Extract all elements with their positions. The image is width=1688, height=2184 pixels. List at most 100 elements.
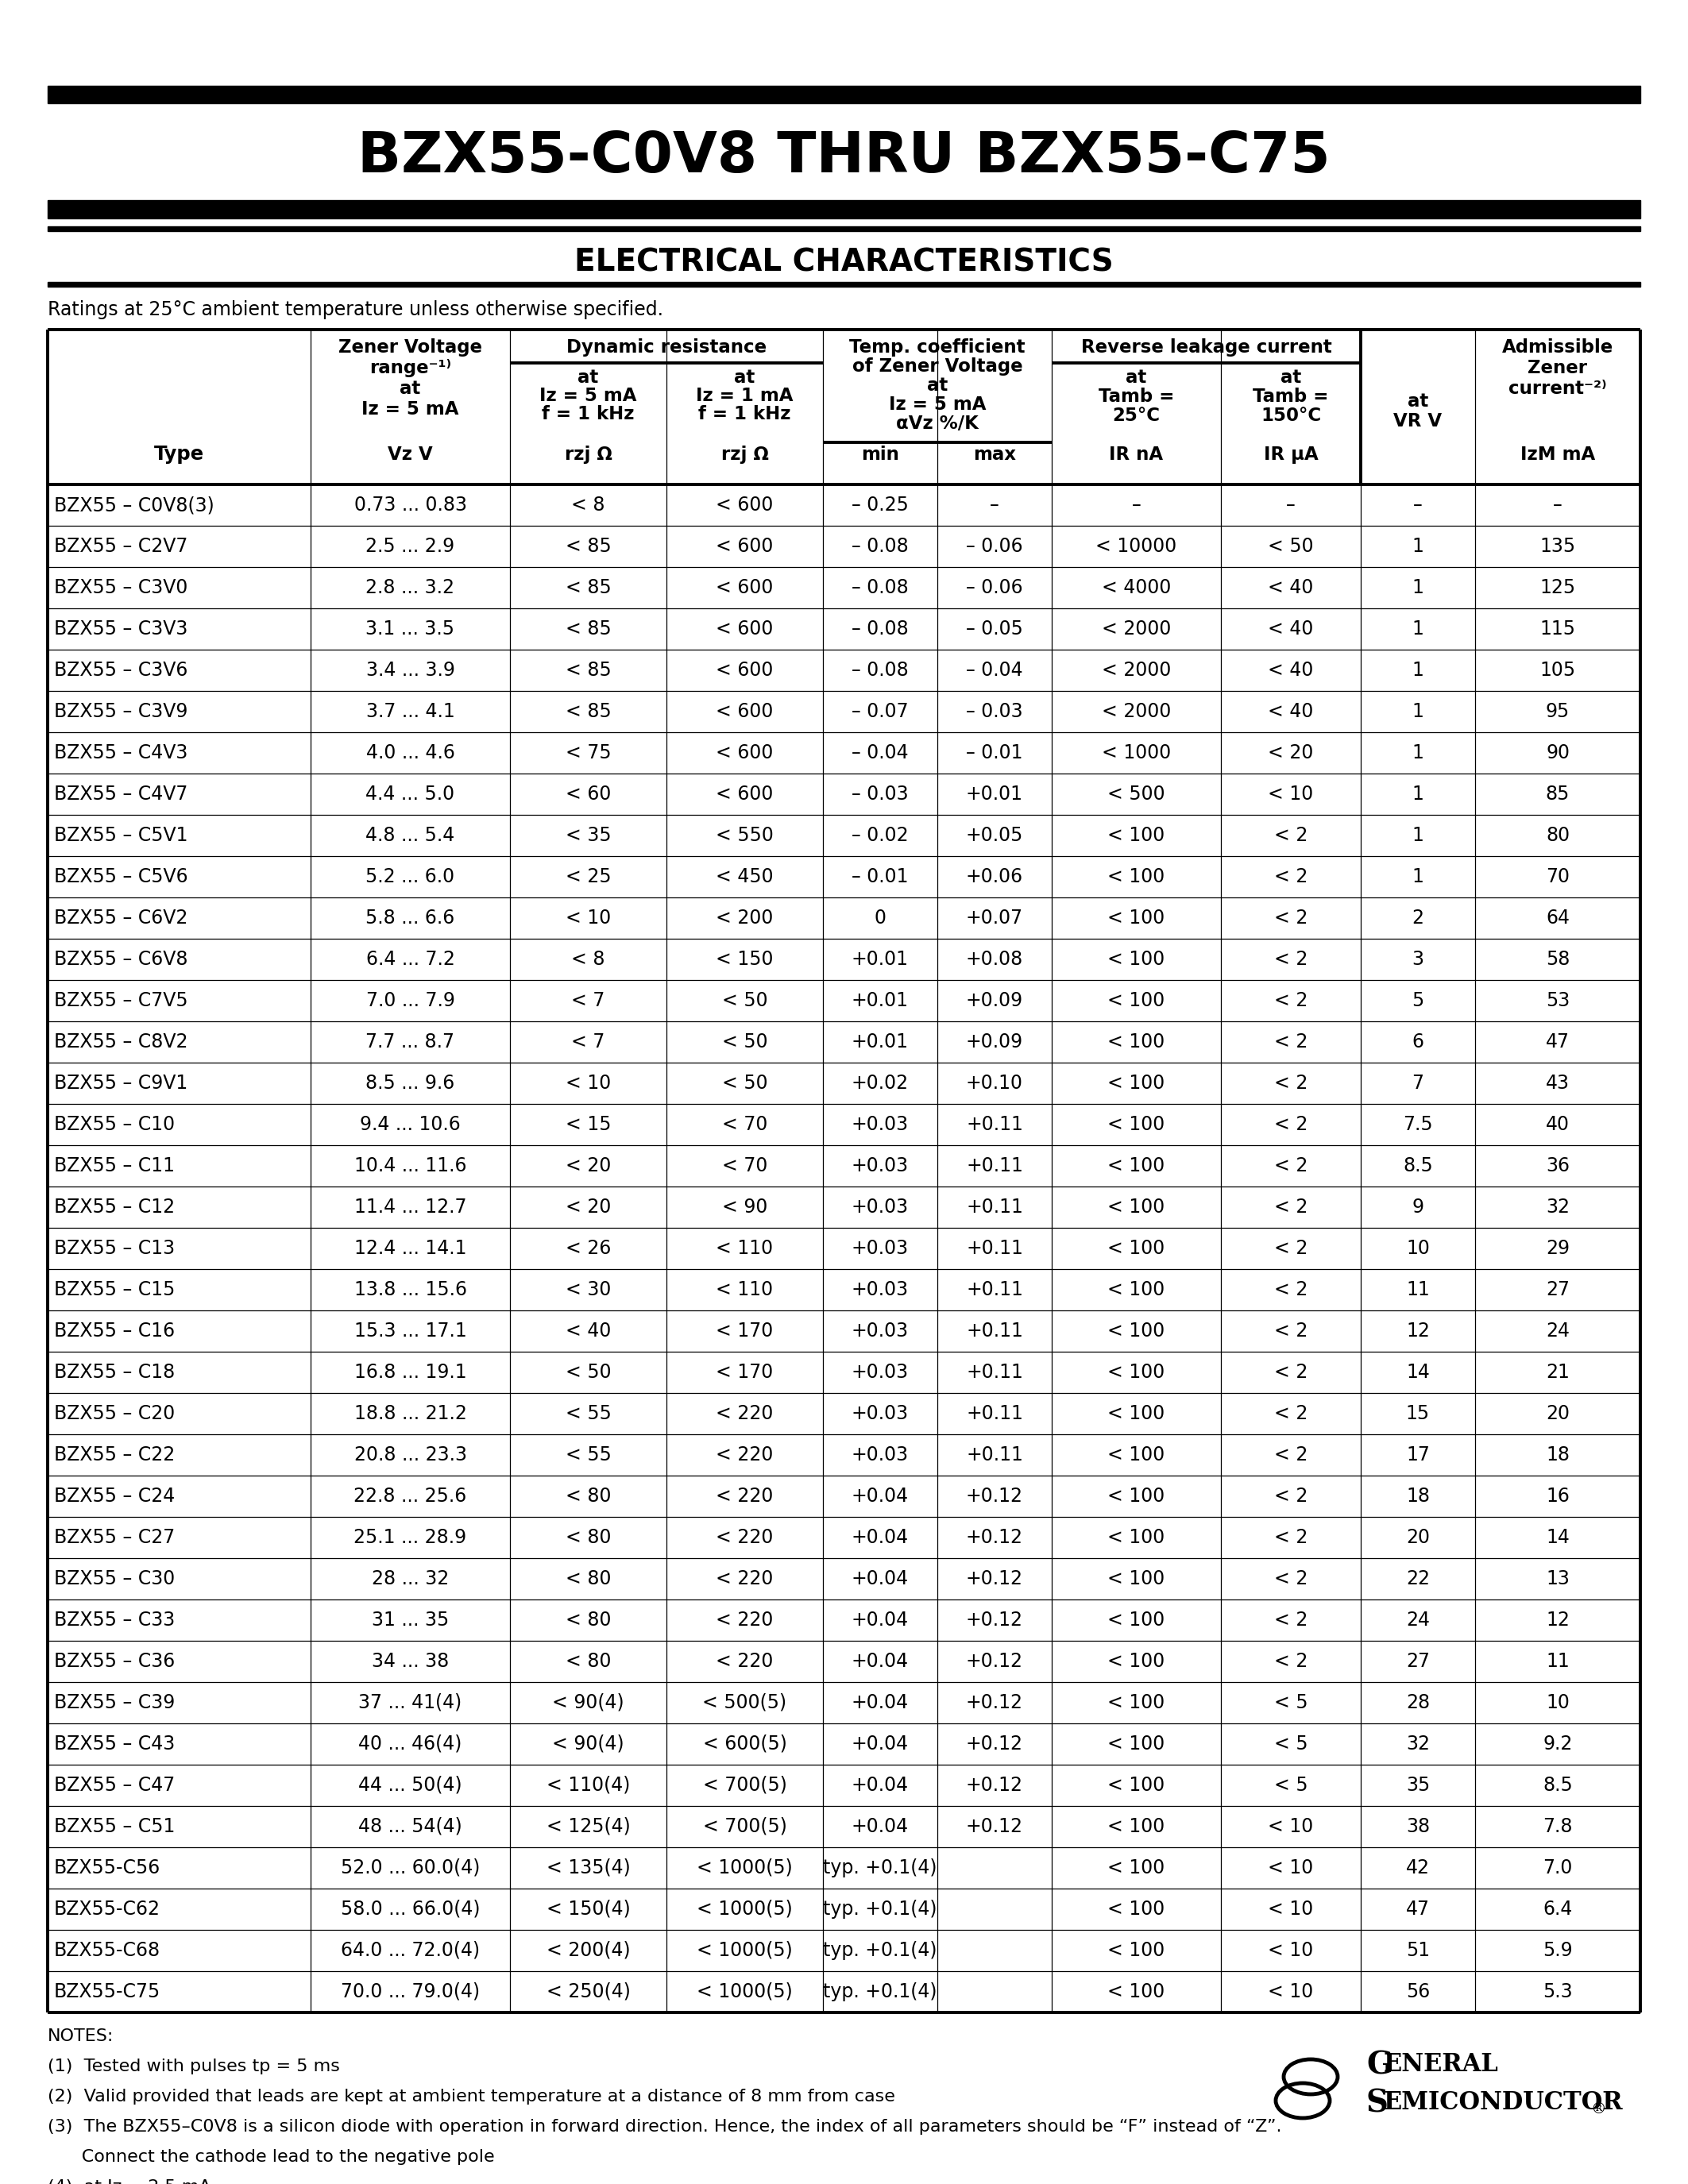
Text: +0.04: +0.04 <box>851 1529 908 1546</box>
Text: < 50: < 50 <box>722 1033 768 1051</box>
Text: at: at <box>1126 369 1146 387</box>
Text: BZX55 – C33: BZX55 – C33 <box>54 1610 176 1629</box>
Text: < 100: < 100 <box>1107 1942 1165 1959</box>
Text: 0: 0 <box>874 909 886 928</box>
Text: 150°C: 150°C <box>1261 406 1322 424</box>
Text: < 135(4): < 135(4) <box>547 1859 630 1878</box>
Text: < 100: < 100 <box>1107 1238 1165 1258</box>
Text: BZX55 – C8V2: BZX55 – C8V2 <box>54 1033 187 1051</box>
Text: < 1000: < 1000 <box>1102 743 1171 762</box>
Text: < 2: < 2 <box>1274 1280 1308 1299</box>
Text: 32: 32 <box>1546 1197 1570 1216</box>
Text: BZX55 – C15: BZX55 – C15 <box>54 1280 176 1299</box>
Text: 11.4 ... 12.7: 11.4 ... 12.7 <box>354 1197 466 1216</box>
Text: min: min <box>861 446 900 463</box>
Text: +0.11: +0.11 <box>966 1321 1023 1341</box>
Text: – 0.05: – 0.05 <box>966 620 1023 638</box>
Text: < 50: < 50 <box>722 992 768 1011</box>
Text: < 2: < 2 <box>1274 1321 1308 1341</box>
Text: < 110: < 110 <box>716 1280 773 1299</box>
Text: –: – <box>1286 496 1295 515</box>
Text: 9.4 ... 10.6: 9.4 ... 10.6 <box>360 1116 461 1133</box>
Text: Tamb =: Tamb = <box>1252 387 1328 406</box>
Text: +0.11: +0.11 <box>966 1280 1023 1299</box>
Text: 5.8 ... 6.6: 5.8 ... 6.6 <box>366 909 454 928</box>
Text: –: – <box>1131 496 1141 515</box>
Text: < 600: < 600 <box>716 701 773 721</box>
Text: BZX55 – C24: BZX55 – C24 <box>54 1487 176 1505</box>
Text: +0.04: +0.04 <box>851 1817 908 1837</box>
Text: < 100: < 100 <box>1107 1817 1165 1837</box>
Text: 15.3 ... 17.1: 15.3 ... 17.1 <box>354 1321 466 1341</box>
Text: 2.5 ... 2.9: 2.5 ... 2.9 <box>366 537 454 557</box>
Text: < 200: < 200 <box>716 909 773 928</box>
Text: 17: 17 <box>1406 1446 1430 1465</box>
Text: 125: 125 <box>1539 579 1575 596</box>
Text: 36: 36 <box>1546 1155 1570 1175</box>
Text: +0.04: +0.04 <box>851 1734 908 1754</box>
Text: +0.12: +0.12 <box>966 1487 1023 1505</box>
Text: BZX55 – C39: BZX55 – C39 <box>54 1693 176 1712</box>
Text: 25.1 ... 28.9: 25.1 ... 28.9 <box>354 1529 466 1546</box>
Text: f = 1 kHz: f = 1 kHz <box>542 404 635 424</box>
Text: < 5: < 5 <box>1274 1776 1308 1795</box>
Text: BZX55 – C10: BZX55 – C10 <box>54 1116 176 1133</box>
Text: < 220: < 220 <box>716 1529 773 1546</box>
Text: BZX55 – C51: BZX55 – C51 <box>54 1817 176 1837</box>
Text: +0.11: +0.11 <box>966 1446 1023 1465</box>
Text: 3.4 ... 3.9: 3.4 ... 3.9 <box>366 662 454 679</box>
Text: 7.0: 7.0 <box>1543 1859 1573 1878</box>
Text: < 10: < 10 <box>565 1075 611 1092</box>
Text: 85: 85 <box>1546 784 1570 804</box>
Text: < 10: < 10 <box>1268 784 1313 804</box>
Text: < 55: < 55 <box>565 1404 611 1424</box>
Text: BZX55-C0V8 THRU BZX55-C75: BZX55-C0V8 THRU BZX55-C75 <box>358 129 1330 183</box>
Text: EMICONDUCTOR: EMICONDUCTOR <box>1384 2090 1624 2116</box>
Text: < 55: < 55 <box>565 1446 611 1465</box>
Text: – 0.08: – 0.08 <box>852 579 908 596</box>
Text: BZX55 – C6V2: BZX55 – C6V2 <box>54 909 187 928</box>
Text: Tamb =: Tamb = <box>1099 387 1175 406</box>
Text: BZX55 – C0V8(3): BZX55 – C0V8(3) <box>54 496 214 515</box>
Text: 28: 28 <box>1406 1693 1430 1712</box>
Text: < 60: < 60 <box>565 784 611 804</box>
Text: < 40: < 40 <box>1268 620 1313 638</box>
Text: – 0.03: – 0.03 <box>966 701 1023 721</box>
Text: BZX55 – C4V7: BZX55 – C4V7 <box>54 784 187 804</box>
Text: 12: 12 <box>1546 1610 1570 1629</box>
Text: < 20: < 20 <box>1268 743 1313 762</box>
Text: BZX55 – C11: BZX55 – C11 <box>54 1155 176 1175</box>
Text: < 2: < 2 <box>1274 1446 1308 1465</box>
Text: –: – <box>1413 496 1423 515</box>
Text: IR μA: IR μA <box>1264 446 1318 463</box>
Text: at: at <box>927 376 947 395</box>
Text: BZX55 – C30: BZX55 – C30 <box>54 1570 176 1588</box>
Text: 47: 47 <box>1546 1033 1570 1051</box>
Text: – 0.07: – 0.07 <box>852 701 908 721</box>
Text: < 80: < 80 <box>565 1529 611 1546</box>
Text: Iz = 5 mA: Iz = 5 mA <box>540 387 636 404</box>
Text: BZX55 – C2V7: BZX55 – C2V7 <box>54 537 187 557</box>
Text: < 10: < 10 <box>1268 1900 1313 1920</box>
Text: +0.09: +0.09 <box>966 1033 1023 1051</box>
Text: – 0.04: – 0.04 <box>966 662 1023 679</box>
Text: < 220: < 220 <box>716 1446 773 1465</box>
Text: +0.01: +0.01 <box>851 1033 908 1051</box>
Text: +0.01: +0.01 <box>966 784 1023 804</box>
Text: Zener: Zener <box>1528 358 1587 378</box>
Text: 4.4 ... 5.0: 4.4 ... 5.0 <box>366 784 454 804</box>
Text: < 90(4): < 90(4) <box>552 1693 625 1712</box>
Text: 6: 6 <box>1411 1033 1425 1051</box>
Text: < 220: < 220 <box>716 1404 773 1424</box>
Text: < 500(5): < 500(5) <box>702 1693 787 1712</box>
Text: VR V: VR V <box>1394 413 1442 430</box>
Text: +0.09: +0.09 <box>966 992 1023 1011</box>
Text: < 2: < 2 <box>1274 1238 1308 1258</box>
Text: 12.4 ... 14.1: 12.4 ... 14.1 <box>354 1238 466 1258</box>
Text: < 10: < 10 <box>1268 1983 1313 2001</box>
Text: < 1000(5): < 1000(5) <box>697 1942 793 1959</box>
Text: < 10: < 10 <box>1268 1817 1313 1837</box>
Text: 18: 18 <box>1546 1446 1570 1465</box>
Text: < 100: < 100 <box>1107 1983 1165 2001</box>
Text: 5.3: 5.3 <box>1543 1983 1573 2001</box>
